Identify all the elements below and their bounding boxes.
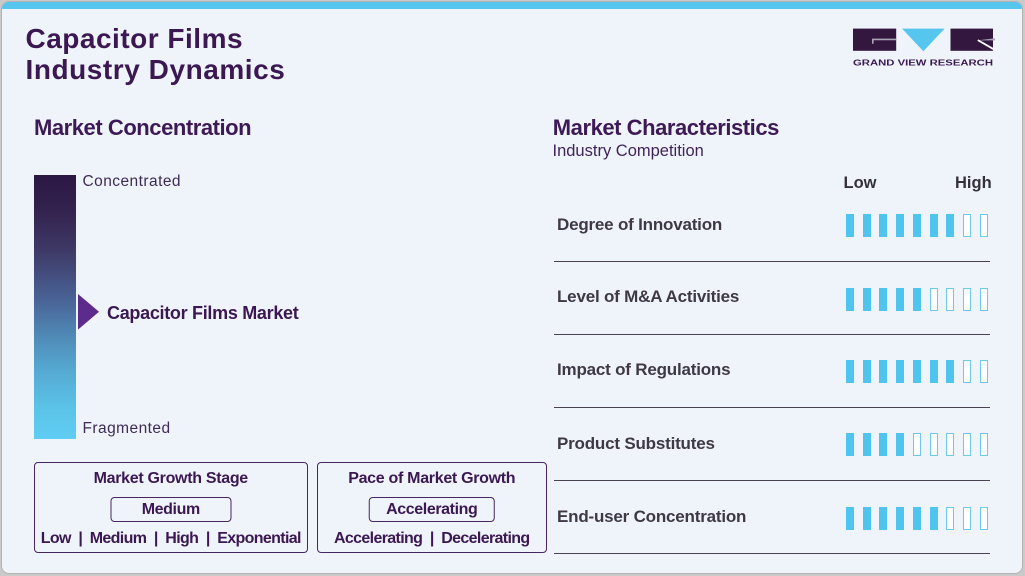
svg-text:GRAND VIEW RESEARCH: GRAND VIEW RESEARCH	[853, 58, 993, 68]
